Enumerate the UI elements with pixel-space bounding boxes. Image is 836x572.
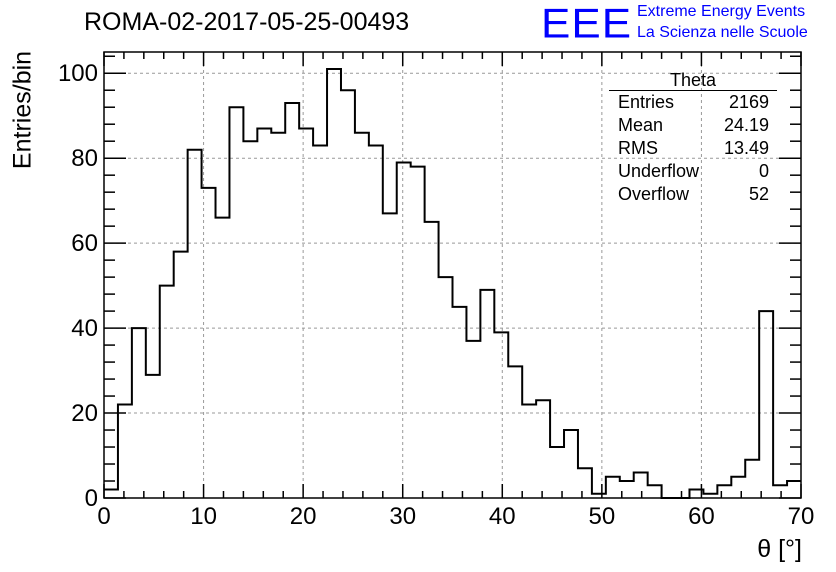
tick-labels: 0 10 20 30 40 50 60 70 0 20 40 60 80 100 bbox=[58, 60, 814, 530]
y-axis-label-wrap: Entries/bin bbox=[5, 0, 41, 220]
plot-frame bbox=[103, 51, 802, 499]
stats-label: Mean bbox=[618, 115, 664, 135]
eee-logo: EEE bbox=[541, 0, 633, 47]
stats-value: 0 bbox=[758, 161, 769, 181]
axis-ticks bbox=[103, 52, 802, 499]
stats-label: Entries bbox=[618, 92, 675, 112]
stats-row-mean: Mean 24.19 bbox=[609, 114, 777, 137]
y-tick-label: 40 bbox=[71, 315, 98, 342]
x-tick-label: 40 bbox=[489, 503, 516, 530]
stats-label: Underflow bbox=[618, 161, 700, 181]
x-tick-label: 20 bbox=[290, 503, 317, 530]
stats-value: 13.49 bbox=[723, 138, 769, 158]
x-tick-label: 70 bbox=[788, 503, 815, 530]
stats-row-entries: Entries 2169 bbox=[609, 91, 777, 114]
y-tick-label: 80 bbox=[71, 145, 98, 172]
logo-line-1: Extreme Energy Events bbox=[637, 3, 806, 20]
stats-label: RMS bbox=[618, 138, 658, 158]
stats-title: Theta bbox=[609, 70, 777, 91]
stats-row-rms: RMS 13.49 bbox=[609, 137, 777, 160]
x-tick-label: 0 bbox=[97, 503, 110, 530]
x-tick-label: 60 bbox=[688, 503, 715, 530]
x-tick-label: 30 bbox=[389, 503, 416, 530]
y-axis-label: Entries/bin bbox=[8, 50, 37, 170]
logo-line-2: La Scienza nelle Scuole bbox=[637, 24, 808, 41]
x-tick-label: 50 bbox=[589, 503, 616, 530]
stats-value: 52 bbox=[748, 184, 769, 204]
stats-row-underflow: Underflow 0 bbox=[609, 160, 777, 183]
stats-row-overflow: Overflow 52 bbox=[609, 183, 777, 206]
y-tick-label: 0 bbox=[85, 485, 98, 512]
grid-lines bbox=[104, 52, 801, 498]
x-tick-label: 10 bbox=[190, 503, 217, 530]
stats-box: Theta Entries 2169 Mean 24.19 RMS 13.49 … bbox=[609, 70, 777, 206]
stats-value: 2169 bbox=[728, 92, 769, 112]
x-axis-label: θ [°] bbox=[757, 535, 802, 563]
axes-frame bbox=[103, 51, 802, 499]
y-tick-label: 100 bbox=[58, 60, 98, 87]
stats-value: 24.19 bbox=[723, 115, 769, 135]
y-tick-label: 60 bbox=[71, 230, 98, 257]
y-tick-label: 20 bbox=[71, 400, 98, 427]
chart-title: ROMA-02-2017-05-25-00493 bbox=[84, 8, 410, 36]
stats-label: Overflow bbox=[618, 184, 690, 204]
